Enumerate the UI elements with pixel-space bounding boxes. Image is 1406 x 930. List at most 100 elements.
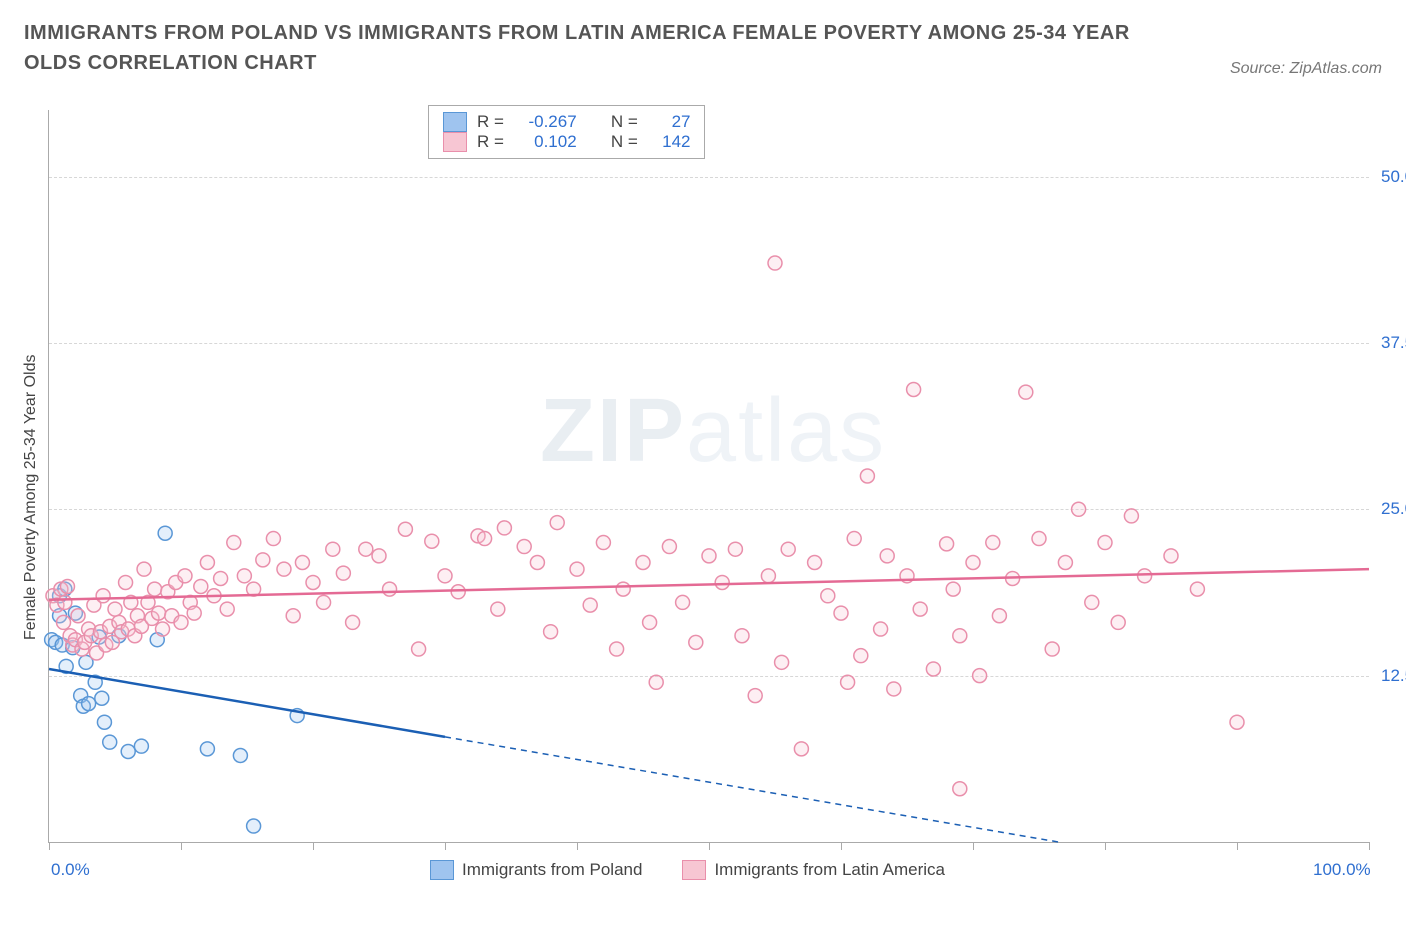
y-tick-label: 50.0% — [1381, 167, 1406, 187]
legend-swatch — [443, 112, 467, 132]
data-point — [295, 556, 309, 570]
data-point — [860, 469, 874, 483]
data-point — [398, 522, 412, 536]
data-point — [748, 689, 762, 703]
data-point — [880, 549, 894, 563]
data-point — [200, 742, 214, 756]
legend-row: R = -0.267 N = 27 — [443, 112, 690, 132]
data-point — [583, 598, 597, 612]
data-point — [1111, 615, 1125, 629]
data-point — [97, 715, 111, 729]
data-point — [438, 569, 452, 583]
data-point — [220, 602, 234, 616]
data-point — [926, 662, 940, 676]
data-point — [821, 589, 835, 603]
data-point — [306, 575, 320, 589]
data-point — [152, 606, 166, 620]
data-point — [383, 582, 397, 596]
data-point — [148, 582, 162, 596]
data-point — [847, 532, 861, 546]
data-point — [992, 609, 1006, 623]
data-point — [156, 622, 170, 636]
data-point — [497, 521, 511, 535]
data-point — [412, 642, 426, 656]
scatter-chart: 12.5%25.0%37.5%50.0%0.0%100.0% — [48, 110, 1369, 843]
legend-swatch — [443, 132, 467, 152]
data-point — [137, 562, 151, 576]
data-point — [808, 556, 822, 570]
data-point — [643, 615, 657, 629]
data-point — [986, 536, 1000, 550]
data-point — [214, 571, 228, 585]
data-point — [966, 556, 980, 570]
r-value: -0.267 — [519, 112, 577, 132]
legend-swatch — [682, 860, 706, 880]
data-point — [761, 569, 775, 583]
data-point — [96, 589, 110, 603]
data-point — [286, 609, 300, 623]
y-tick-label: 12.5% — [1381, 666, 1406, 686]
data-point — [1190, 582, 1204, 596]
legend-label: Immigrants from Latin America — [714, 860, 945, 880]
legend-item: Immigrants from Poland — [430, 860, 642, 880]
data-point — [649, 675, 663, 689]
data-point — [735, 629, 749, 643]
data-point — [794, 742, 808, 756]
data-point — [158, 526, 172, 540]
data-point — [907, 382, 921, 396]
data-point — [71, 609, 85, 623]
data-point — [233, 748, 247, 762]
data-point — [247, 819, 261, 833]
data-point — [451, 585, 465, 599]
data-point — [227, 536, 241, 550]
data-point — [1098, 536, 1112, 550]
data-point — [768, 256, 782, 270]
data-point — [478, 532, 492, 546]
data-point — [187, 606, 201, 620]
data-point — [491, 602, 505, 616]
data-point — [266, 532, 280, 546]
data-point — [372, 549, 386, 563]
data-point — [610, 642, 624, 656]
data-point — [841, 675, 855, 689]
x-tick-label: 100.0% — [1313, 860, 1371, 880]
data-point — [550, 516, 564, 530]
data-point — [326, 542, 340, 556]
data-point — [1072, 502, 1086, 516]
data-point — [237, 569, 251, 583]
data-point — [953, 629, 967, 643]
data-point — [636, 556, 650, 570]
correlation-legend: R = -0.267 N = 27R = 0.102 N = 142 — [428, 105, 705, 159]
data-point — [1058, 556, 1072, 570]
data-point — [781, 542, 795, 556]
x-tick-label: 0.0% — [51, 860, 90, 880]
data-point — [82, 697, 96, 711]
data-point — [702, 549, 716, 563]
data-point — [317, 595, 331, 609]
r-value: 0.102 — [519, 132, 577, 152]
data-point — [570, 562, 584, 576]
data-point — [1045, 642, 1059, 656]
data-point — [359, 542, 373, 556]
data-point — [854, 649, 868, 663]
data-point — [544, 625, 558, 639]
data-point — [973, 669, 987, 683]
data-point — [178, 569, 192, 583]
source-label: Source: ZipAtlas.com — [1230, 60, 1382, 78]
data-point — [834, 606, 848, 620]
series-legend: Immigrants from Poland Immigrants from La… — [430, 860, 945, 880]
legend-item: Immigrants from Latin America — [682, 860, 945, 880]
data-point — [57, 615, 71, 629]
data-point — [277, 562, 291, 576]
data-point — [887, 682, 901, 696]
data-point — [530, 556, 544, 570]
data-point — [1230, 715, 1244, 729]
data-point — [121, 744, 135, 758]
data-point — [194, 579, 208, 593]
data-point — [946, 582, 960, 596]
data-point — [715, 575, 729, 589]
data-point — [616, 582, 630, 596]
data-point — [174, 615, 188, 629]
data-point — [60, 579, 74, 593]
data-point — [119, 575, 133, 589]
